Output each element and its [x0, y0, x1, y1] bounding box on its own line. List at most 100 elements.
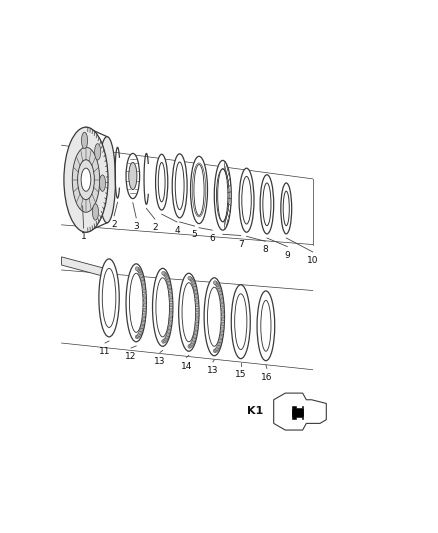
Text: 13: 13 — [207, 366, 219, 375]
Ellipse shape — [175, 162, 184, 209]
Ellipse shape — [143, 294, 146, 297]
Ellipse shape — [95, 143, 101, 160]
Ellipse shape — [170, 303, 173, 307]
Text: 3: 3 — [133, 222, 139, 231]
Text: 5: 5 — [192, 230, 198, 239]
Ellipse shape — [194, 165, 204, 215]
Ellipse shape — [215, 283, 219, 287]
Ellipse shape — [221, 312, 224, 316]
Ellipse shape — [143, 303, 146, 307]
Ellipse shape — [156, 278, 170, 337]
Ellipse shape — [141, 321, 145, 325]
Ellipse shape — [138, 269, 141, 273]
Text: 7: 7 — [238, 240, 244, 248]
Ellipse shape — [219, 291, 222, 295]
Ellipse shape — [214, 160, 231, 230]
Text: 8: 8 — [262, 245, 268, 254]
Ellipse shape — [260, 175, 274, 234]
Ellipse shape — [129, 273, 143, 333]
Ellipse shape — [215, 281, 218, 285]
Ellipse shape — [135, 267, 139, 271]
Ellipse shape — [231, 285, 250, 359]
Text: 14: 14 — [181, 361, 192, 370]
Ellipse shape — [137, 334, 140, 338]
Ellipse shape — [189, 277, 192, 281]
Ellipse shape — [221, 322, 224, 326]
Ellipse shape — [217, 345, 220, 349]
Ellipse shape — [167, 281, 170, 285]
Ellipse shape — [196, 308, 199, 312]
Ellipse shape — [169, 317, 173, 321]
Ellipse shape — [221, 303, 224, 307]
Ellipse shape — [170, 313, 173, 317]
Ellipse shape — [215, 348, 218, 352]
Ellipse shape — [169, 322, 172, 326]
Ellipse shape — [172, 154, 187, 218]
Ellipse shape — [141, 277, 144, 281]
Ellipse shape — [140, 328, 143, 332]
Ellipse shape — [102, 268, 116, 327]
Ellipse shape — [188, 276, 191, 280]
Ellipse shape — [218, 342, 221, 346]
Text: 1: 1 — [81, 232, 86, 241]
Ellipse shape — [168, 326, 171, 329]
Ellipse shape — [78, 160, 94, 200]
Ellipse shape — [140, 274, 143, 278]
Ellipse shape — [165, 276, 169, 279]
Ellipse shape — [221, 308, 224, 311]
Text: 16: 16 — [261, 373, 273, 382]
Ellipse shape — [142, 317, 145, 321]
Ellipse shape — [235, 294, 247, 350]
Ellipse shape — [194, 327, 198, 330]
Ellipse shape — [194, 290, 198, 294]
Ellipse shape — [208, 287, 221, 346]
Ellipse shape — [204, 278, 224, 356]
Ellipse shape — [164, 273, 167, 277]
Text: 13: 13 — [154, 357, 166, 366]
Ellipse shape — [220, 331, 223, 335]
Ellipse shape — [195, 318, 199, 321]
Ellipse shape — [169, 289, 172, 293]
Ellipse shape — [221, 327, 224, 330]
Ellipse shape — [193, 286, 197, 290]
Ellipse shape — [195, 298, 198, 302]
Ellipse shape — [257, 291, 275, 361]
Ellipse shape — [169, 294, 173, 297]
Ellipse shape — [166, 333, 170, 336]
Text: 4: 4 — [174, 226, 180, 235]
Ellipse shape — [192, 337, 196, 341]
Ellipse shape — [188, 344, 191, 348]
Ellipse shape — [138, 333, 141, 337]
Ellipse shape — [135, 335, 139, 339]
Ellipse shape — [220, 298, 223, 302]
Ellipse shape — [194, 331, 198, 334]
Ellipse shape — [213, 281, 217, 285]
Ellipse shape — [179, 273, 199, 351]
Ellipse shape — [139, 271, 142, 275]
Ellipse shape — [168, 285, 171, 289]
Ellipse shape — [190, 278, 194, 282]
Ellipse shape — [142, 285, 145, 288]
Ellipse shape — [143, 298, 146, 302]
Text: 12: 12 — [125, 352, 137, 361]
Ellipse shape — [129, 163, 137, 190]
Ellipse shape — [182, 282, 196, 342]
Text: K1: K1 — [247, 406, 264, 416]
Ellipse shape — [219, 335, 223, 339]
Polygon shape — [61, 257, 111, 278]
Ellipse shape — [242, 176, 251, 224]
Polygon shape — [292, 409, 304, 419]
Ellipse shape — [170, 298, 173, 302]
Ellipse shape — [142, 313, 146, 317]
Ellipse shape — [166, 278, 170, 282]
Ellipse shape — [99, 259, 119, 337]
Ellipse shape — [196, 313, 199, 317]
Ellipse shape — [81, 132, 88, 149]
Ellipse shape — [215, 347, 219, 351]
Ellipse shape — [191, 280, 194, 284]
Ellipse shape — [141, 280, 145, 284]
Ellipse shape — [152, 268, 173, 346]
Ellipse shape — [143, 308, 146, 312]
Ellipse shape — [158, 163, 165, 202]
Ellipse shape — [99, 136, 116, 223]
